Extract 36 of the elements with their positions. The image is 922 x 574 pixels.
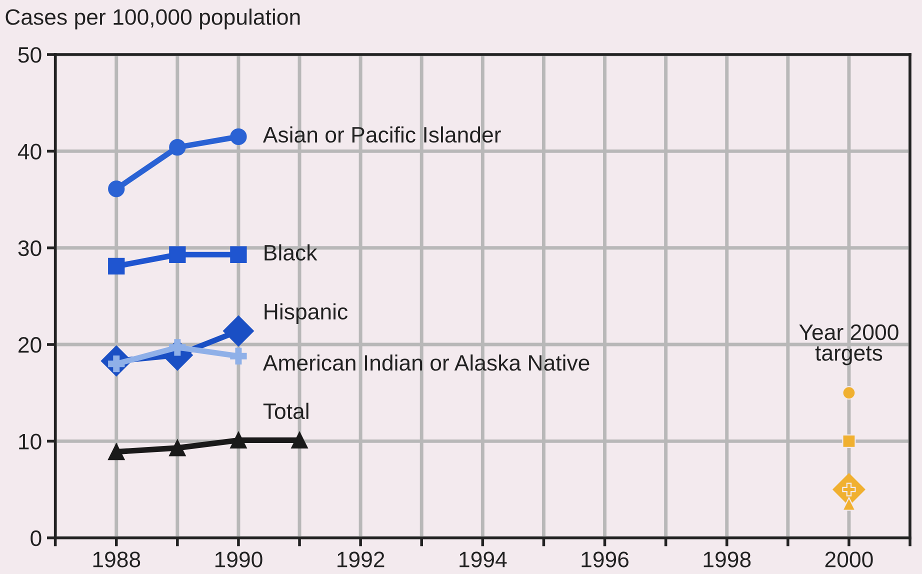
series-label: Black — [264, 244, 318, 261]
point — [291, 432, 308, 449]
series-label: Hispanic — [264, 303, 348, 324]
series-label: Asian or Pacific Islander — [262, 126, 501, 143]
point — [108, 258, 125, 275]
y-tick-label: 50 — [18, 47, 42, 63]
y-tick-label: 40 — [18, 144, 42, 160]
annotation: Year 2000 targets — [799, 324, 898, 366]
x-tick-label: 2000 — [825, 552, 873, 568]
point — [223, 316, 254, 346]
x-tick-label: 1996 — [582, 552, 629, 568]
point — [230, 432, 247, 449]
point — [108, 180, 125, 198]
y-tick-label: 20 — [18, 337, 42, 353]
x-tick-label: 1994 — [460, 552, 507, 568]
x-tick-label: 1988 — [93, 552, 140, 568]
point — [842, 497, 856, 511]
point — [108, 443, 125, 460]
series-label: Total — [263, 402, 308, 420]
point — [169, 138, 186, 156]
x-tick-label: 1990 — [215, 552, 262, 568]
point — [169, 339, 186, 356]
y-tick-label: 0 — [30, 530, 42, 546]
x-tick-label: 1998 — [704, 552, 751, 568]
point — [842, 386, 856, 400]
y-axis-title: Cases per 100,000 population — [6, 8, 300, 30]
point — [230, 128, 247, 146]
point — [230, 246, 247, 263]
point — [842, 434, 856, 448]
point — [169, 246, 186, 263]
series-label: American Indian or Alaska Native — [262, 354, 590, 371]
y-tick-label: 30 — [18, 240, 42, 256]
point — [169, 440, 186, 456]
x-tick-label: 1992 — [338, 552, 384, 568]
point — [230, 348, 247, 364]
y-tick-label: 10 — [19, 434, 42, 450]
